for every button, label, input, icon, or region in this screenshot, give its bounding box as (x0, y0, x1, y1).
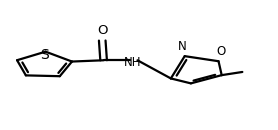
Text: O: O (217, 45, 226, 58)
Text: N: N (178, 40, 186, 53)
Text: S: S (40, 48, 49, 62)
Text: NH: NH (124, 56, 141, 69)
Text: O: O (97, 24, 108, 37)
